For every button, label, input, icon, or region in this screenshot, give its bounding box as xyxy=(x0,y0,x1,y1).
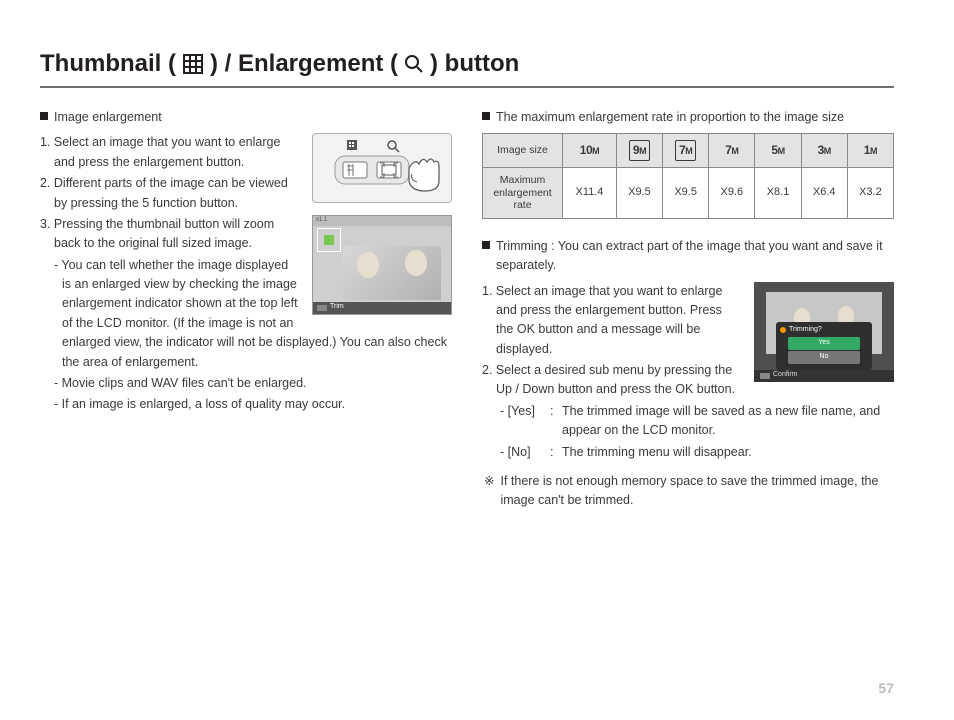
dialog-option-no: No xyxy=(788,351,860,364)
title-part-2: ) / Enlargement ( xyxy=(210,50,398,78)
image-size-cell: 9M xyxy=(616,134,662,168)
image-size-cell: 3M xyxy=(801,134,847,168)
image-size-cell: 5M xyxy=(755,134,801,168)
image-size-cell: 7M xyxy=(709,134,755,168)
photo-bottom-label: Trim xyxy=(330,302,344,313)
magnifier-icon xyxy=(404,54,424,74)
definition-row: - [Yes] : The trimmed image will be save… xyxy=(500,402,894,441)
footnote-text: If there is not enough memory space to s… xyxy=(500,472,894,511)
rate-cell: X9.6 xyxy=(709,167,755,218)
definition-value: The trimming menu will disappear. xyxy=(562,443,752,462)
trimming-dialog-illustration: Trimming? Yes No Confirm xyxy=(754,282,894,382)
photo-placeholder xyxy=(343,246,441,300)
table-row: Image size 10M 9M 7M 7M 5M 3M 1M xyxy=(483,134,894,168)
reference-mark-icon: ※ xyxy=(484,472,494,511)
right-column: The maximum enlargement rate in proporti… xyxy=(482,108,894,511)
definition-colon: : xyxy=(550,402,558,441)
row-header: Image size xyxy=(483,134,563,168)
ok-button-icon xyxy=(317,305,327,311)
page: Thumbnail ( ) / Enlargement ( ) button I… xyxy=(0,0,954,720)
two-column-layout: Image enlargement xyxy=(40,108,894,511)
definition-value: The trimmed image will be saved as a new… xyxy=(562,402,894,441)
section-heading: The maximum enlargement rate in proporti… xyxy=(482,108,894,127)
sub-note: - If an image is enlarged, a loss of qua… xyxy=(40,395,452,414)
page-title: Thumbnail ( ) / Enlargement ( ) button xyxy=(40,50,894,88)
button-illustration xyxy=(312,133,452,203)
section-heading-text: The maximum enlargement rate in proporti… xyxy=(496,108,844,127)
dialog-bottom-bar: Confirm xyxy=(754,370,894,382)
section-heading-text: Image enlargement xyxy=(54,108,162,127)
confirm-label: Confirm xyxy=(773,370,798,381)
dialog-option-yes: Yes xyxy=(788,337,860,350)
ok-button-icon xyxy=(760,373,770,379)
rate-cell: X8.1 xyxy=(755,167,801,218)
thumbnail-grid-icon xyxy=(182,53,204,75)
footnote: ※ If there is not enough memory space to… xyxy=(482,472,894,511)
image-size-cell: 1M xyxy=(847,134,893,168)
rate-cell: X6.4 xyxy=(801,167,847,218)
rate-cell: X9.5 xyxy=(663,167,709,218)
definition-colon: : xyxy=(550,443,558,462)
definition-key: - [Yes] xyxy=(500,402,546,441)
rate-cell: X9.5 xyxy=(616,167,662,218)
table-row: Maximum enlargement rate X11.4 X9.5 X9.5… xyxy=(483,167,894,218)
title-part-1: Thumbnail ( xyxy=(40,50,176,78)
enlarged-photo-illustration: x1.1 Trim xyxy=(312,215,452,315)
bullet-square-icon xyxy=(482,241,490,249)
dialog-box: Trimming? Yes No xyxy=(776,322,872,371)
section-heading: Trimming : You can extract part of the i… xyxy=(482,237,894,276)
page-number: 57 xyxy=(878,680,894,696)
zoom-indicator: x1.1 xyxy=(313,216,327,225)
photo-bottom-bar: Trim xyxy=(313,302,451,314)
row-header: Maximum enlargement rate xyxy=(483,167,563,218)
title-part-3: ) button xyxy=(430,50,519,78)
definition-key: - [No] xyxy=(500,443,546,462)
section-heading-text: Trimming : You can extract part of the i… xyxy=(496,237,894,276)
navigator-box-icon xyxy=(317,228,341,252)
section-heading: Image enlargement xyxy=(40,108,452,127)
image-size-cell: 7M xyxy=(663,134,709,168)
rate-cell: X3.2 xyxy=(847,167,893,218)
left-column: Image enlargement xyxy=(40,108,452,511)
enlargement-rate-table: Image size 10M 9M 7M 7M 5M 3M 1M Maximum… xyxy=(482,133,894,218)
definition-row: - [No] : The trimming menu will disappea… xyxy=(500,443,894,462)
image-size-cell: 10M xyxy=(563,134,617,168)
sub-note: - Movie clips and WAV files can't be enl… xyxy=(40,374,452,393)
rate-cell: X11.4 xyxy=(563,167,617,218)
bullet-square-icon xyxy=(40,112,48,120)
bullet-square-icon xyxy=(482,112,490,120)
dialog-title: Trimming? xyxy=(780,325,868,336)
definition-list: - [Yes] : The trimmed image will be save… xyxy=(482,402,894,462)
warning-dot-icon xyxy=(780,327,786,333)
